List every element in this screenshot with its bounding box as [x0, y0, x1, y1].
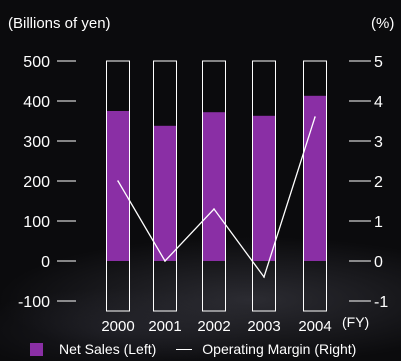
operating-margin-legend-label: Operating Margin (Right) — [202, 341, 357, 357]
operating-margin-point-2000 — [117, 180, 119, 182]
net-sales-bar-2001 — [153, 125, 177, 261]
left-axis-tick-label: 200 — [23, 174, 50, 191]
left-axis-tick-label: 300 — [23, 134, 50, 151]
left-axis-tick-label: 500 — [23, 54, 50, 71]
operating-margin-point-2003 — [263, 276, 265, 278]
operating-margin-point-2001 — [164, 260, 166, 262]
net-sales-legend-swatch — [30, 342, 43, 356]
x-axis-label-2002: 2002 — [197, 318, 230, 335]
left-axis-tick-label: -100 — [18, 294, 50, 311]
net-sales-bar-2003 — [252, 115, 276, 261]
left-axis-unit: (Billions of yen) — [8, 15, 111, 32]
x-axis-label-2003: 2003 — [247, 318, 280, 335]
x-axis-label-2000: 2000 — [101, 318, 134, 335]
bar-frame-2004 — [303, 60, 327, 312]
operating-margin-legend-swatch — [176, 348, 193, 350]
right-axis-tick-label: 0 — [374, 254, 383, 271]
x-axis-label-2004: 2004 — [298, 318, 331, 335]
operating-margin-point-2004 — [314, 116, 316, 118]
right-axis-unit: (%) — [371, 15, 395, 32]
bar-frame-2000 — [106, 60, 130, 312]
legend: Net Sales (Left) Operating Margin (Right… — [30, 341, 356, 357]
right-axis-tick-label: 1 — [374, 214, 383, 231]
right-axis-tick-label: 5 — [374, 54, 383, 71]
x-axis-unit: (FY) — [342, 314, 370, 330]
left-axis-tick-label: 100 — [23, 214, 50, 231]
bar-frame-2003 — [252, 60, 276, 312]
bar-frame-2002 — [202, 60, 226, 312]
net-sales-bar-2004 — [303, 95, 327, 261]
bar-frame-2001 — [153, 60, 177, 312]
left-axis-tick-label: 0 — [41, 254, 50, 271]
net-sales-bar-2002 — [202, 112, 226, 261]
net-sales-bar-2000 — [106, 111, 130, 261]
operating-margin-point-2002 — [213, 208, 215, 210]
right-axis-tick-label: 3 — [374, 134, 383, 151]
left-axis-tick-label: 400 — [23, 94, 50, 111]
right-axis-tick-label: -1 — [374, 294, 388, 311]
net-sales-legend-label: Net Sales (Left) — [59, 341, 157, 357]
right-axis-tick-label: 2 — [374, 174, 383, 191]
right-axis-tick-label: 4 — [374, 94, 383, 111]
x-axis-label-2001: 2001 — [148, 318, 181, 335]
